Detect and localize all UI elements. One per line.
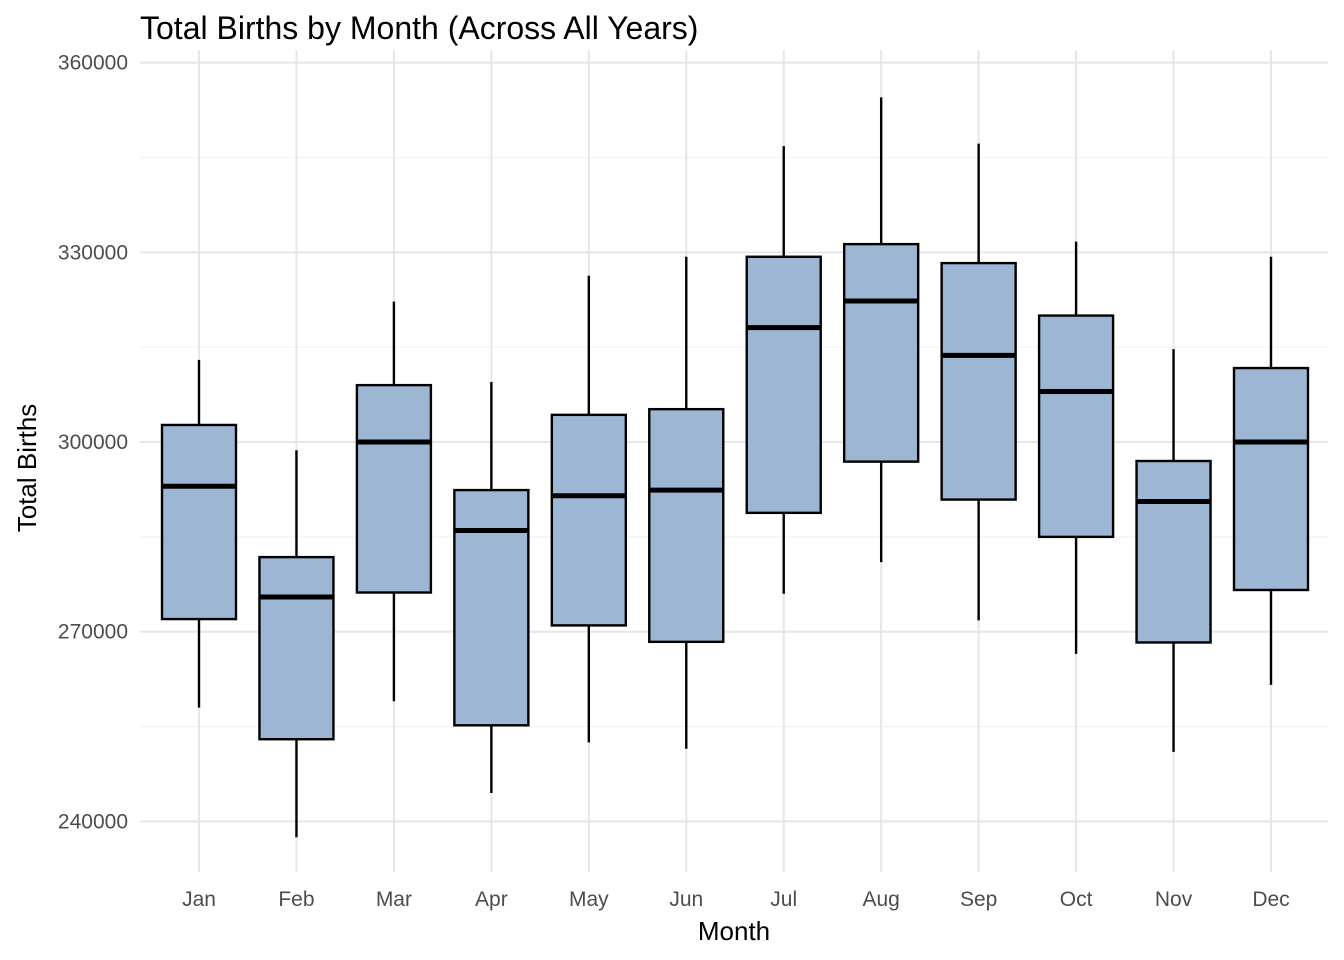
x-tick-label: Dec [1252,888,1289,911]
box-rect [258,555,335,741]
box-rect [1037,314,1115,539]
x-tick-label: Aug [862,888,899,911]
box-rect [745,255,822,515]
y-tick-label: 360000 [58,52,128,75]
x-axis-label: Month [698,916,770,946]
box-rect [1232,366,1310,592]
x-tick-label: Jan [182,888,216,911]
box-nov [1135,349,1212,752]
x-tick-label: Jun [669,888,703,911]
box-jun [648,256,725,749]
x-axis-ticks: Jan Feb Mar Apr May Jun Jul Aug Sep Oct Nov Dec [182,888,1290,911]
box-rect [550,413,628,627]
y-axis-ticks: 240000 270000 300000 330000 360000 [58,52,128,834]
box-dec [1232,256,1310,685]
x-tick-label: Feb [278,888,314,911]
box-rect [453,488,530,727]
box-rect [1135,459,1212,644]
y-tick-label: 300000 [58,431,128,454]
x-tick-label: Jul [770,888,797,911]
box-apr [453,381,530,793]
box-mar [355,301,433,702]
box-feb [258,450,335,838]
box-sep [940,143,1017,621]
box-jul [745,146,822,594]
y-axis-label: Total Births [12,404,42,533]
x-tick-label: Apr [475,888,508,911]
box-jan [160,359,238,708]
x-tick-label: May [569,888,609,911]
x-tick-label: Oct [1060,888,1093,911]
box-rect [940,261,1017,501]
y-tick-label: 330000 [58,241,128,264]
box-rect [842,242,920,463]
box-rect [160,423,238,621]
x-tick-label: Mar [376,888,412,911]
box-rect [648,407,725,644]
box-oct [1037,241,1115,654]
box-aug [842,97,920,563]
y-tick-label: 240000 [58,810,128,833]
chart-title: Total Births by Month (Across All Years) [140,10,698,46]
x-tick-label: Nov [1155,888,1193,911]
box-may [550,275,628,743]
box-rect [355,383,433,594]
box-group [160,97,1310,838]
y-tick-label: 270000 [58,621,128,644]
x-tick-label: Sep [960,888,997,911]
